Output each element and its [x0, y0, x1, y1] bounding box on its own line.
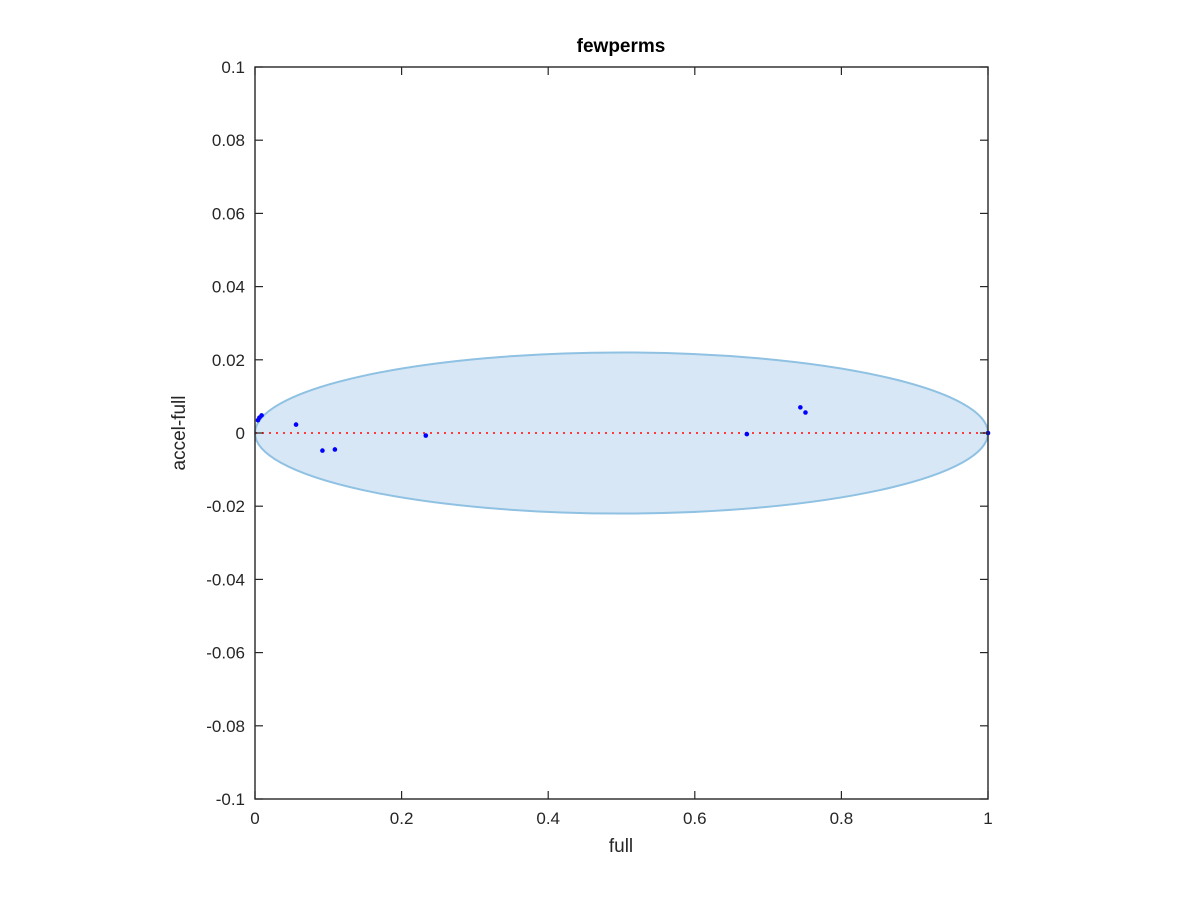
- y-tick-label: 0.1: [221, 58, 245, 77]
- y-tick-label: 0.04: [212, 278, 245, 297]
- x-tick-label: 0.2: [390, 809, 414, 828]
- y-axis-label: accel-full: [169, 396, 190, 471]
- data-point: [744, 431, 750, 437]
- data-point: [803, 410, 808, 415]
- y-tick-label: 0.08: [212, 131, 245, 150]
- y-tick-label: -0.04: [206, 570, 245, 589]
- data-point: [423, 433, 429, 438]
- y-tick-label: -0.02: [206, 497, 245, 516]
- axes: 0 0.2 0.4 0.6 0.8 1 -0.1 -0.08 -0.06 -0.04 -0.02 0 0…: [206, 58, 992, 828]
- x-tick-label: 0.4: [536, 809, 560, 828]
- chart-title: fewperms: [577, 36, 666, 57]
- y-tick-label: 0: [236, 424, 245, 443]
- y-tick-label: 0.06: [212, 204, 245, 223]
- x-axis-label: full: [609, 836, 633, 857]
- x-tick-label: 1: [983, 809, 992, 828]
- y-tick-label: -0.06: [206, 644, 245, 663]
- x-tick-label: 0.8: [830, 809, 854, 828]
- data-point: [259, 413, 264, 418]
- data-point: [293, 422, 299, 427]
- y-tick-label: -0.08: [206, 717, 245, 736]
- x-tick-label: 0: [250, 809, 259, 828]
- x-tick-label: 0.6: [683, 809, 707, 828]
- y-tick-label: 0.02: [212, 351, 245, 370]
- data-point: [320, 448, 325, 453]
- y-tick-label: -0.1: [216, 790, 245, 809]
- data-point: [332, 447, 338, 452]
- plot-area: [254, 351, 991, 515]
- data-point: [798, 405, 803, 410]
